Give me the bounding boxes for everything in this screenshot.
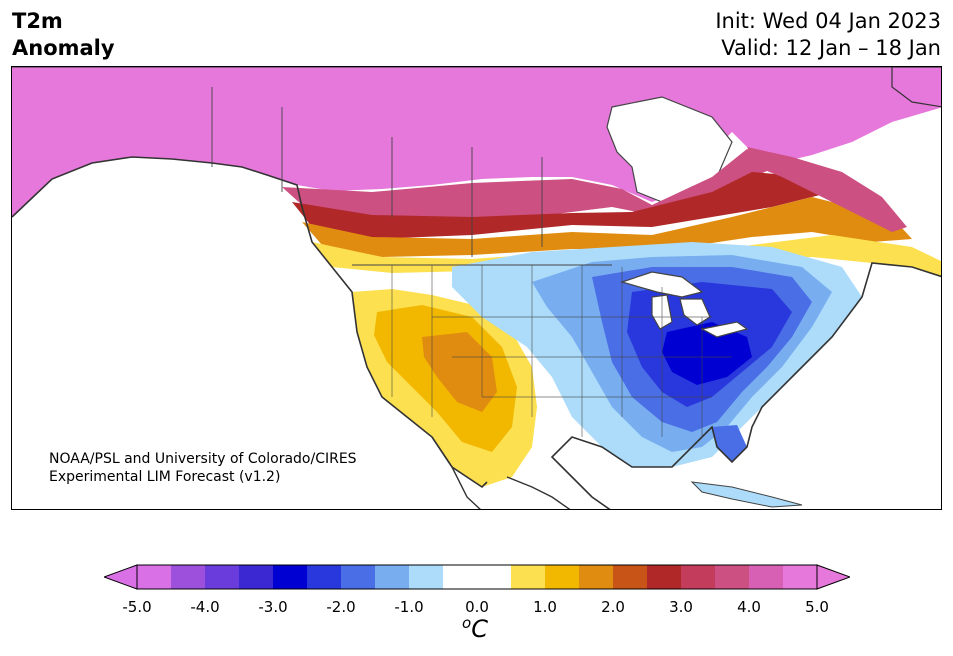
valid-period: Valid: 12 Jan – 18 Jan (721, 36, 941, 60)
colorbar-max-extend-arrow (816, 564, 850, 590)
colorbar-min-extend-arrow (104, 564, 138, 590)
colorbar-cell (545, 565, 580, 589)
colorbar-cell (749, 565, 784, 589)
colorbar-cell (477, 565, 512, 589)
colorbar-tick-label: -3.0 (258, 598, 288, 616)
degree-symbol: o (462, 614, 472, 632)
colorbar-tick-label: 1.0 (533, 598, 557, 616)
colorbar-cell (443, 565, 478, 589)
colorbar-tick-label: -2.0 (326, 598, 356, 616)
credit-line-2: Experimental LIM Forecast (v1.2) (49, 469, 281, 485)
colorbar-tick-label: 0.0 (465, 598, 489, 616)
colorbar-cell (613, 565, 648, 589)
colorbar-cell (579, 565, 614, 589)
title-line-2: Anomaly (12, 36, 115, 60)
data-credit: NOAA/PSL and University of Colorado/CIRE… (49, 450, 357, 486)
colorbar-cell (409, 565, 444, 589)
colorbar-cell (341, 565, 376, 589)
colorbar-cell (375, 565, 410, 589)
title-line-1: T2m (12, 9, 63, 33)
colorbar-tick-label: 5.0 (805, 598, 829, 616)
map-title: T2m Anomaly (12, 8, 115, 62)
colorbar (104, 564, 850, 590)
colorbar-tick-label: -4.0 (190, 598, 220, 616)
colorbar-cell (205, 565, 240, 589)
colorbar-cell (137, 565, 172, 589)
colorbar-cell (647, 565, 682, 589)
colorbar-tick-label: -1.0 (394, 598, 424, 616)
forecast-dates: Init: Wed 04 Jan 2023 Valid: 12 Jan – 18… (715, 8, 941, 62)
canada-alaska-warm-extreme (12, 67, 941, 217)
unit-text: C (471, 615, 488, 643)
credit-line-1: NOAA/PSL and University of Colorado/CIRE… (49, 451, 357, 467)
colorbar-cell (511, 565, 546, 589)
colorbar-cell (715, 565, 750, 589)
colorbar-cell (307, 565, 342, 589)
init-date: Init: Wed 04 Jan 2023 (715, 9, 941, 33)
colorbar-cell (273, 565, 308, 589)
colorbar-cell (681, 565, 716, 589)
colorbar-tick-label: -5.0 (122, 598, 152, 616)
anomaly-map (11, 66, 942, 510)
colorbar-cell (239, 565, 274, 589)
colorbar-cell (171, 565, 206, 589)
colorbar-unit: oC (462, 614, 488, 643)
colorbar-tick-label: 3.0 (669, 598, 693, 616)
great-lakes (619, 271, 749, 338)
colorbar-cell (783, 565, 818, 589)
colorbar-tick-label: 4.0 (737, 598, 761, 616)
colorbar-tick-label: 2.0 (601, 598, 625, 616)
